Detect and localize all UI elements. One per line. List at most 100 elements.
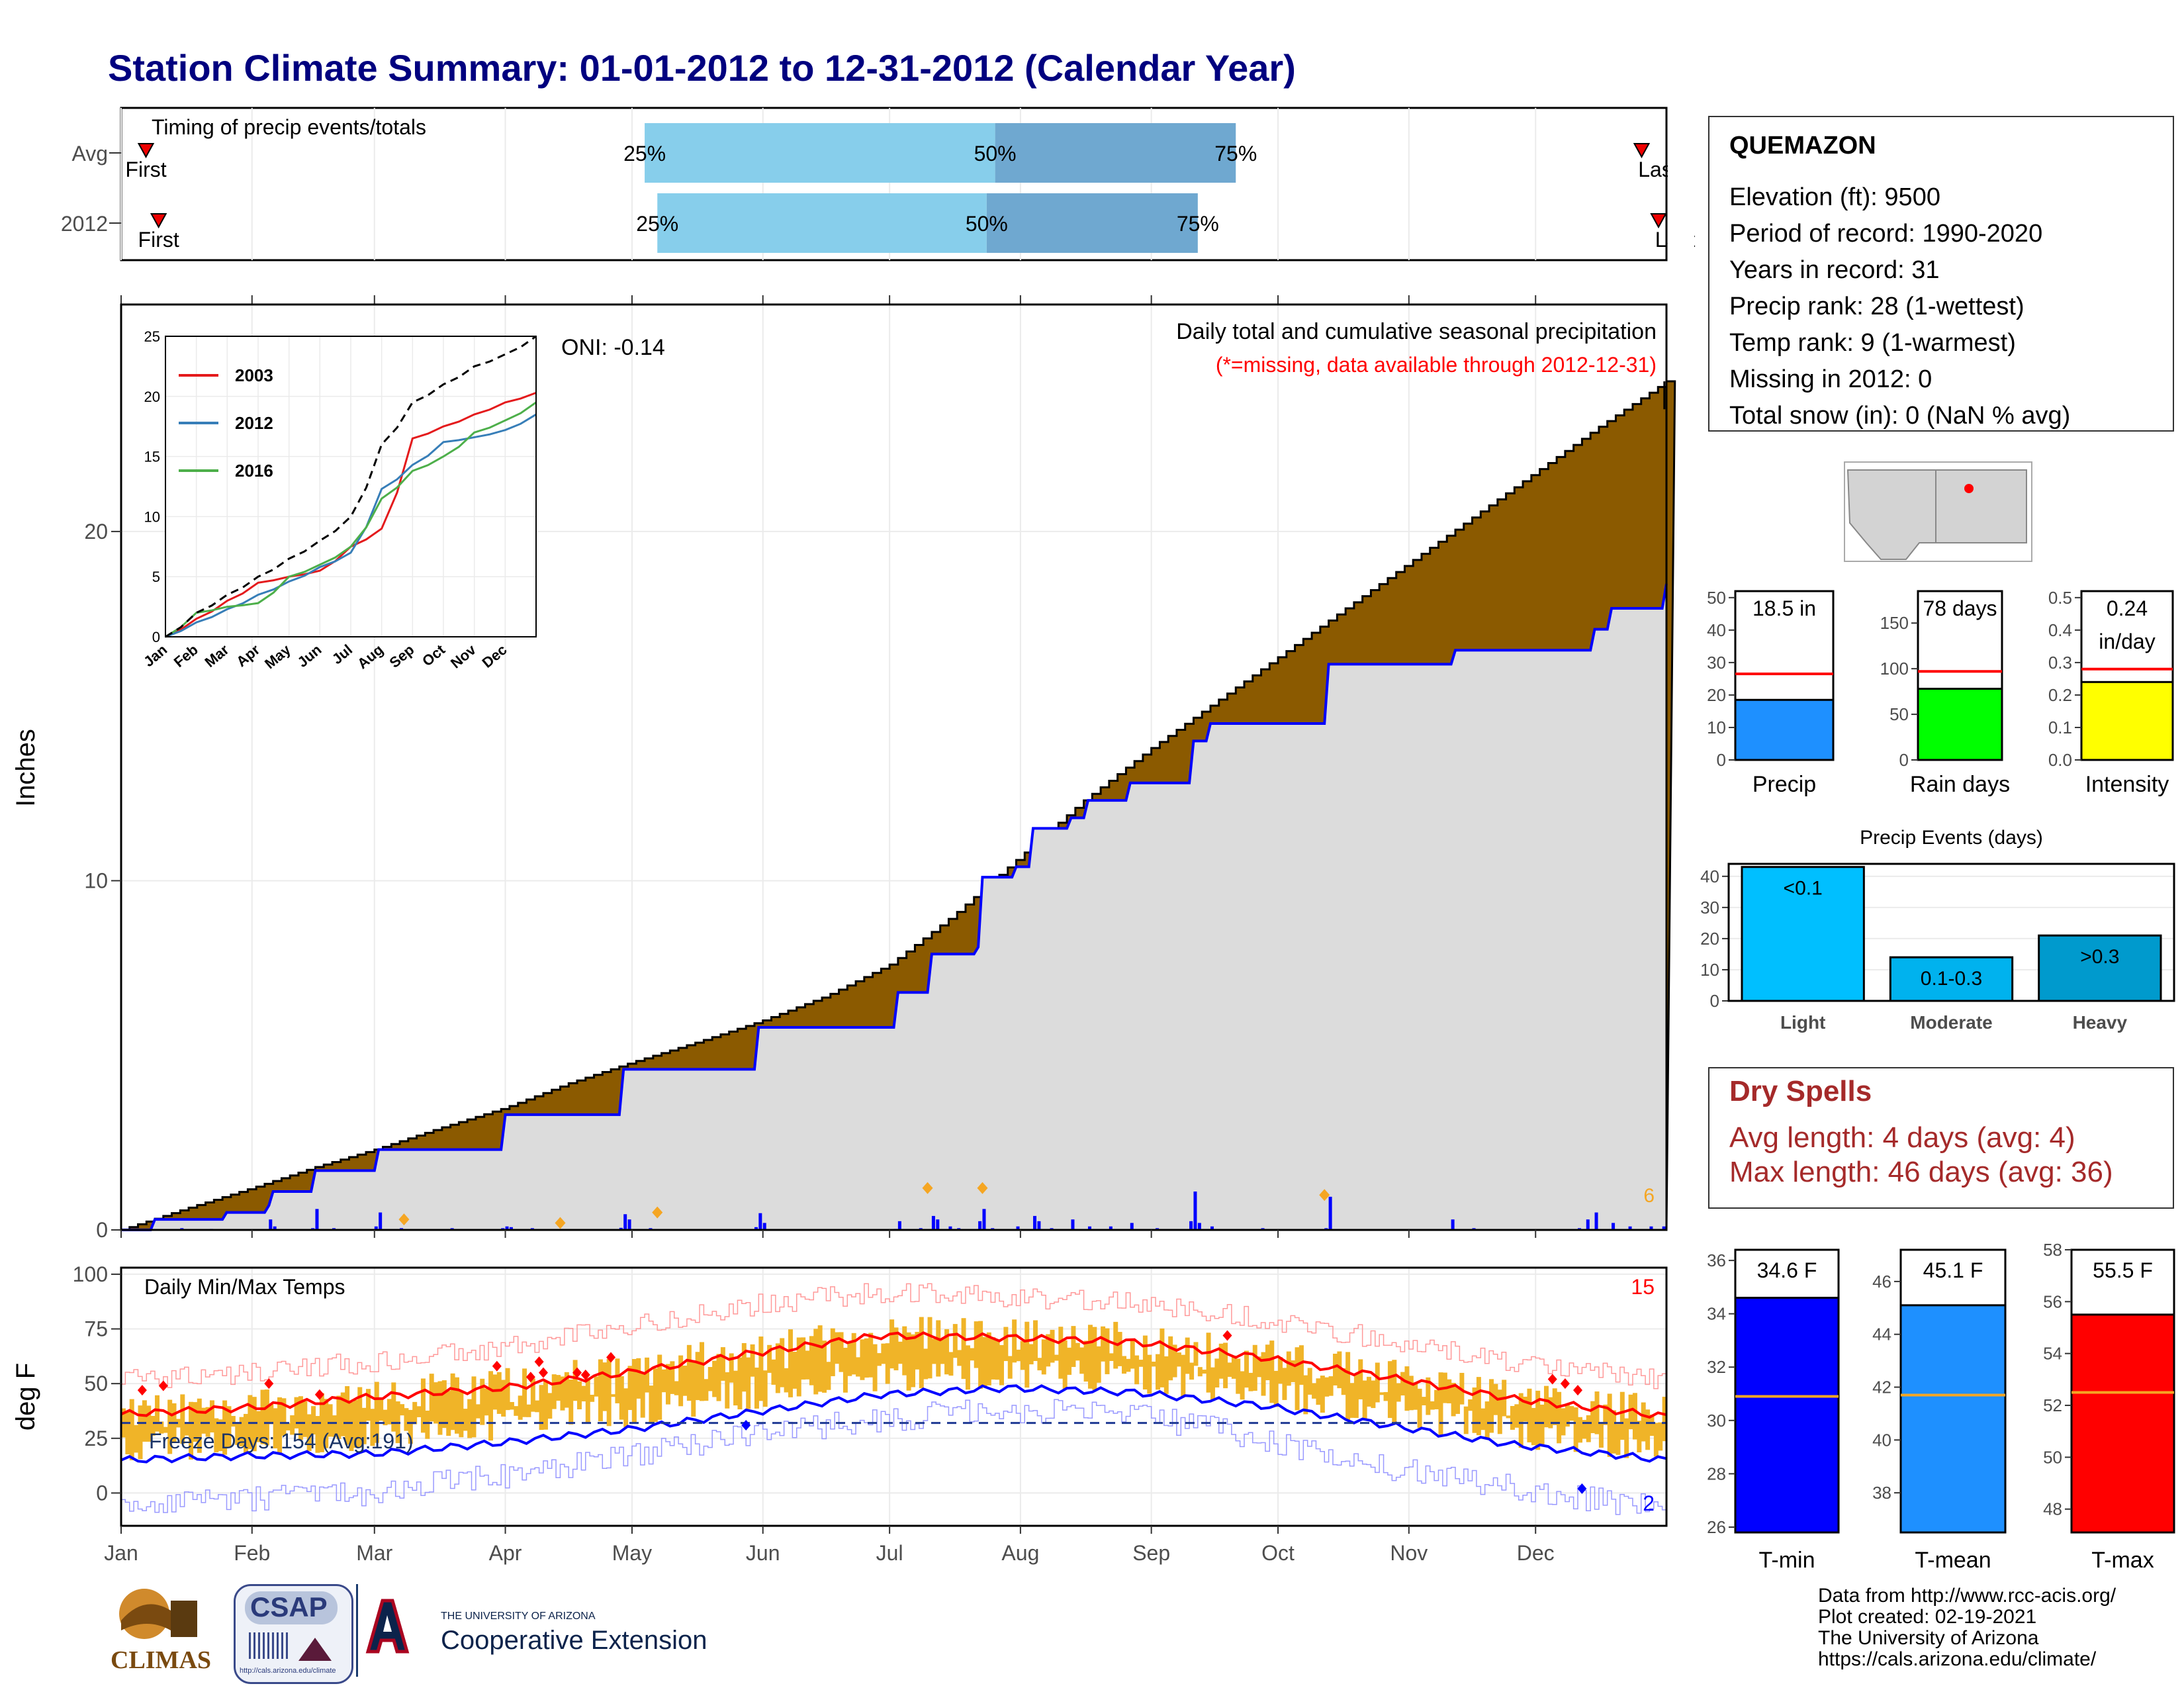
daily-temp-bar [1379,1392,1385,1395]
daily-temp-bar [1193,1342,1199,1366]
daily-temp-bar [505,1368,510,1411]
daily-temp-bar [1561,1408,1566,1436]
temp-xtick-label: Nov [1390,1541,1428,1565]
daily-precip-bar [269,1219,273,1230]
daily-temp-bar [957,1350,962,1366]
daily-temp-bar [1197,1367,1203,1377]
record-high-marker [534,1356,544,1368]
csap-url: http://cals.arizona.edu/climate [240,1667,336,1675]
stat-precip-ytick-label: 40 [1707,620,1726,640]
daily-temp-bar [167,1399,173,1454]
daily-temp-bar [809,1336,814,1385]
daily-temp-bar [1046,1334,1051,1367]
daily-temp-bar [720,1347,725,1381]
daily-precip-bar [754,1227,758,1230]
daily-temp-bar [1231,1355,1236,1379]
daily-temp-bar [1134,1355,1140,1385]
daily-temp-bar [631,1359,637,1424]
daily-temp-bar [1016,1349,1021,1362]
daily-temp-bar [150,1416,156,1436]
daily-temp-bar [437,1381,443,1435]
climas-logo-text: CLIMAS [111,1646,212,1674]
daily-temp-bar [1210,1367,1215,1401]
record-high-marker [572,1367,582,1378]
daily-temp-bar [1328,1376,1334,1396]
daily-temp-bar [1163,1356,1169,1394]
temp-xtick-label: Aug [1001,1541,1039,1565]
station-precip-rank: Precip rank: 28 (1-wettest) [1729,293,2025,320]
events-ytick-label: 30 [1700,898,1719,917]
daily-temp-bar [569,1380,574,1425]
daily-temp-bar [1062,1340,1068,1389]
daily-temp-bar [1531,1407,1536,1446]
daily-temp-bar [281,1398,287,1436]
daily-temp-bar [902,1326,907,1376]
daily-temp-bar [230,1416,236,1427]
daily-precip-bar [1109,1226,1113,1230]
stat-intensity-ytick-label: 0.0 [2048,750,2072,770]
timing-bar-25-50 [645,123,995,183]
daily-temp-bar [1641,1402,1646,1442]
daily-temp-bar [1058,1327,1064,1379]
daily-temp-bar [1223,1342,1228,1389]
daily-precip-bar [1130,1223,1134,1230]
daily-temp-bar [835,1332,840,1364]
daily-temp-bar [269,1404,274,1425]
daily-temp-bar [429,1374,434,1422]
daily-temp-bar [400,1404,405,1416]
cumulative-2012-line [121,583,1668,1231]
precip-title: Daily total and cumulative seasonal prec… [1176,319,1657,344]
daily-temp-bar [1168,1336,1173,1381]
daily-temp-bar [1324,1377,1330,1397]
station-snow: Total snow (in): 0 (NaN % avg) [1729,402,2071,430]
daily-temp-bar [560,1376,565,1411]
daily-precip-bar [978,1221,982,1230]
daily-precip-bar [505,1226,509,1230]
daily-temp-bar [1476,1377,1481,1436]
daily-temp-bar [1079,1347,1085,1374]
daily-temp-bar [1582,1419,1587,1439]
daily-precip-bar [379,1212,383,1230]
daily-temp-bar [640,1372,645,1418]
daily-temp-bar [737,1357,743,1410]
daily-temp-bar [1024,1321,1030,1388]
locator-map-states [1846,469,2027,560]
inset-legend-label: 2012 [235,413,273,433]
record-high-marker [492,1360,502,1372]
daily-temp-bar [1244,1350,1250,1388]
dry-spells-max: Max length: 46 days (avg: 36) [1729,1156,2113,1188]
stat-rain-days-label: Rain days [1910,772,2010,797]
daily-temp-bar [1615,1424,1621,1455]
daily-temp-bar [860,1339,865,1380]
timing-p25-label: 25% [636,212,678,236]
daily-temp-bar [636,1358,641,1399]
daily-temp-bar [1075,1342,1080,1361]
daily-temp-bar [484,1388,489,1416]
timing-title: Timing of precip events/totals [152,115,426,139]
daily-temp-bar [129,1399,134,1460]
daily-temp-bar [1345,1352,1351,1421]
daily-precip-bar [897,1221,901,1230]
daily-temp-bar [1362,1380,1367,1420]
daily-temp-bar [602,1362,608,1411]
daily-temp-bar [159,1421,164,1434]
daily-temp-bar [1632,1393,1637,1440]
precip-marker [1319,1189,1330,1201]
daily-temp-bar [585,1378,590,1424]
daily-temp-bar [1367,1376,1372,1407]
daily-temp-bar [1020,1340,1025,1370]
temp-xtick-label: Apr [489,1541,522,1565]
stat-t-mean-ytick-label: 44 [1872,1325,1891,1344]
daily-temp-bar [952,1324,958,1358]
record-high-marker [1560,1378,1570,1389]
daily-temp-bar [1438,1372,1443,1436]
dry-spells-title: Dry Spells [1729,1075,1872,1107]
daily-temp-bar [235,1423,240,1445]
daily-temp-bar [370,1409,375,1446]
daily-temp-bar [813,1329,819,1395]
daily-temp-bar [467,1399,473,1438]
daily-precip-bar [315,1209,319,1230]
daily-temp-bar [496,1372,502,1414]
daily-temp-bar [404,1408,409,1431]
